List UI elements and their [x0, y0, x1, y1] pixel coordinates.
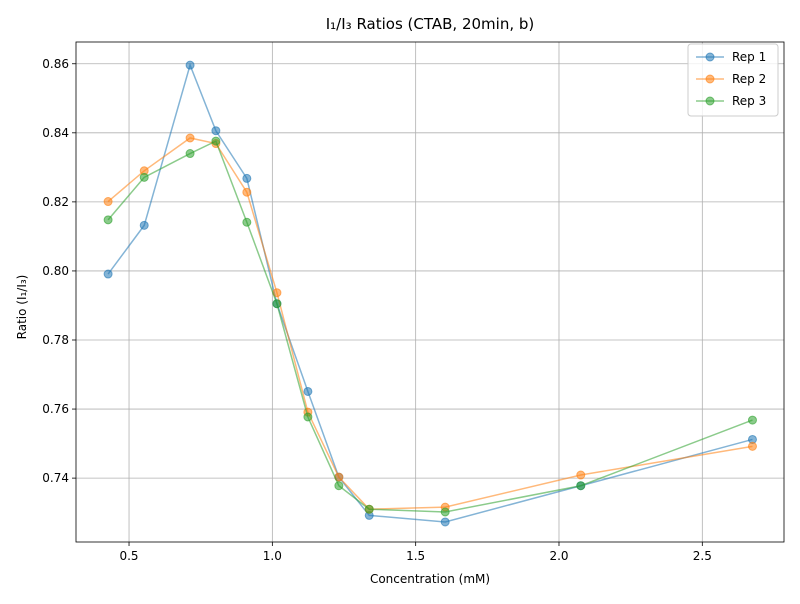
series-3 — [103, 136, 757, 517]
plot-frame — [75, 41, 785, 543]
legend-swatch-marker — [705, 96, 715, 106]
x-tick-label: 0.5 — [119, 549, 138, 563]
data-point — [576, 470, 586, 480]
legend-label: Rep 3 — [732, 94, 766, 108]
grid — [76, 42, 784, 542]
data-point — [272, 299, 282, 309]
series-group — [103, 60, 757, 527]
x-tick-label: 2.0 — [549, 549, 568, 563]
y-tick-label: 0.80 — [42, 264, 69, 278]
y-tick-label: 0.86 — [42, 57, 69, 71]
series-line — [107, 140, 753, 513]
x-tick-label: 1.0 — [263, 549, 282, 563]
data-point — [103, 269, 113, 279]
legend-item: Rep 1 — [696, 50, 766, 64]
y-tick-label: 0.82 — [42, 195, 69, 209]
x-axis-label: Concentration (mM) — [370, 572, 490, 586]
data-point — [139, 172, 149, 182]
data-point — [334, 481, 344, 491]
data-point — [576, 481, 586, 491]
data-point — [303, 386, 313, 396]
data-point — [103, 215, 113, 225]
data-point — [242, 217, 252, 227]
data-point — [747, 441, 757, 451]
y-tick-label: 0.84 — [42, 126, 69, 140]
series-line — [107, 62, 753, 523]
legend-item: Rep 3 — [696, 94, 766, 108]
data-point — [242, 173, 252, 183]
legend-label: Rep 2 — [732, 72, 766, 86]
legend-item: Rep 2 — [696, 72, 766, 86]
data-point — [211, 126, 221, 136]
data-point — [242, 187, 252, 197]
data-point — [440, 507, 450, 517]
data-point — [185, 149, 195, 159]
y-tick-label: 0.78 — [42, 333, 69, 347]
chart-title: I₁/I₃ Ratios (CTAB, 20min, b) — [326, 15, 534, 33]
legend-swatch-marker — [705, 74, 715, 84]
x-tick-label: 2.5 — [693, 549, 712, 563]
y-axis-label: Ratio (I₁/I₃) — [15, 275, 29, 340]
data-point — [303, 412, 313, 422]
data-point — [747, 415, 757, 425]
series-line — [107, 137, 753, 510]
data-point — [103, 197, 113, 207]
data-point — [364, 504, 374, 514]
y-tick-label: 0.76 — [42, 402, 69, 416]
data-point — [185, 60, 195, 70]
y-tick-label: 0.74 — [42, 471, 69, 485]
axes: 0.5 1.0 1.5 2.0 2.5 0.74 0.76 0.78 0.80 0.82 0.84 0… — [42, 41, 785, 563]
x-tick-label: 1.5 — [406, 549, 425, 563]
data-point — [185, 133, 195, 143]
legend-swatch-marker — [705, 52, 715, 62]
legend: Rep 1 Rep 2 Rep 3 — [687, 43, 779, 117]
data-point — [211, 136, 221, 146]
data-point — [440, 517, 450, 527]
data-point — [139, 220, 149, 230]
legend-label: Rep 1 — [732, 50, 766, 64]
